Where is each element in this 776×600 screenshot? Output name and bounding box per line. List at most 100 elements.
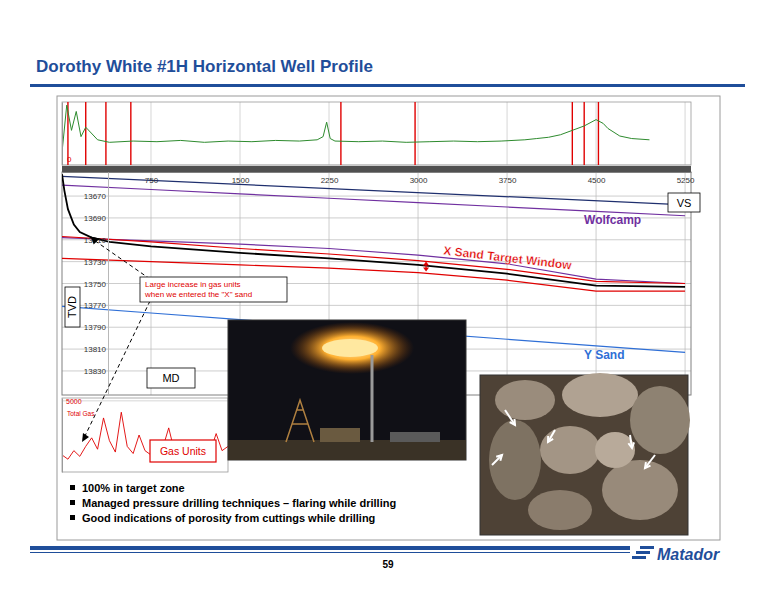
series-line [62, 258, 685, 291]
pointer-arrowhead [548, 436, 553, 442]
y-axis-line [62, 103, 63, 166]
cuttings-photo [480, 373, 690, 535]
cutting [495, 380, 555, 420]
pointer-arrow [645, 455, 655, 468]
slide: Dorothy White #1H Horizontal Well Profil… [0, 0, 776, 600]
callout-arrow [95, 241, 150, 279]
window-label: X Sand Target Window [443, 244, 573, 273]
cutting [595, 432, 635, 468]
tick: 13730 [84, 258, 108, 267]
tick: 13670 [84, 192, 108, 201]
tick: 13790 [84, 323, 108, 332]
callout-arrowhead [91, 237, 100, 245]
md-label: MD [162, 372, 179, 384]
tick-label: 13690 [84, 214, 107, 223]
md-box [147, 368, 195, 388]
tick: 13710 [84, 236, 108, 245]
y-axis-line [62, 399, 63, 473]
flare-core [322, 339, 378, 357]
grid-line [240, 102, 241, 165]
track-background [62, 398, 228, 472]
event-line [572, 102, 573, 165]
grid-line [62, 196, 691, 197]
photo-frame [228, 320, 466, 460]
series-line [62, 105, 649, 152]
y-label: TVD [66, 296, 78, 318]
y-axis: 0 [62, 103, 72, 166]
grid [62, 172, 691, 395]
logo-text: Matador [657, 546, 720, 563]
tick-label: 5250 [677, 176, 695, 185]
callout-arrowhead [82, 433, 89, 442]
x-label: VS [677, 197, 692, 209]
page-number: 59 [382, 559, 394, 570]
tick-label: 2250 [321, 176, 339, 185]
tick: 3750 [499, 172, 517, 185]
tick-label: 13790 [84, 323, 107, 332]
callout-text: Large increase in gas units [145, 280, 241, 289]
tick-label: 4500 [588, 176, 606, 185]
window-arrowhead [423, 262, 429, 266]
tick: 5250 [677, 172, 695, 185]
series-group [62, 102, 649, 165]
gas-track: 0 [62, 102, 691, 166]
callout-arrow [84, 301, 150, 438]
pointer-arrowhead [510, 419, 515, 425]
tick: 13770 [84, 301, 108, 310]
y-axis: 1367013690137101373013750137701379013810… [84, 173, 109, 396]
plot-background [62, 172, 691, 395]
cutting [602, 460, 678, 520]
series-line [62, 412, 228, 459]
bullet-marker [70, 500, 75, 505]
series-label: Total Gas [67, 410, 95, 417]
bullet-text: Managed pressure drilling techniques – f… [82, 497, 396, 509]
pointer-arrow [505, 410, 515, 425]
event-line [414, 102, 415, 165]
y-axis-line [108, 173, 109, 396]
y-axis: 5000 [62, 398, 82, 473]
pointer-arrow [548, 430, 555, 442]
gas-units-box [150, 440, 216, 462]
tick: 4500 [588, 172, 606, 185]
equipment [320, 428, 360, 442]
tick-label: 5000 [66, 398, 82, 405]
logo: Matador [632, 546, 720, 563]
logo-stripe [636, 551, 650, 554]
tick: 1500 [232, 172, 250, 185]
x-axis-line [63, 172, 692, 173]
gas-units-label: Gas Units [160, 445, 206, 457]
logo-stripe [632, 556, 646, 559]
series-group [62, 412, 228, 459]
tick: 0 [62, 155, 72, 165]
tick: 13750 [84, 280, 108, 289]
title-rule [30, 84, 745, 87]
window-arrowhead [423, 268, 429, 272]
tick: 13690 [84, 214, 108, 223]
title: Dorothy White #1H Horizontal Well Profil… [36, 57, 373, 76]
callout-text: when we entered the "X" sand [144, 290, 252, 299]
footer-rule-thin [30, 552, 630, 553]
event-line [130, 102, 131, 165]
panel-frame [57, 96, 720, 540]
cutting [630, 386, 690, 454]
main-chart: 7501500225030003750450052501367013690137… [62, 166, 695, 396]
grid-line [62, 305, 691, 306]
track-frame [62, 102, 691, 165]
rig [286, 400, 314, 442]
bullet-marker [70, 485, 75, 490]
cutting [528, 490, 592, 530]
pointer-arrowhead [628, 442, 634, 448]
grid-line [62, 239, 691, 240]
background [0, 0, 776, 600]
tick-label: 3000 [410, 176, 428, 185]
tick-label: 0 [67, 155, 72, 164]
pointer-arrowhead [496, 455, 502, 461]
tick-label: 13770 [84, 301, 107, 310]
track-frame [62, 398, 228, 472]
cutting [540, 426, 600, 474]
grid-line [418, 102, 419, 165]
tick-label: 13710 [84, 236, 107, 245]
equipment [390, 432, 440, 442]
event-line [340, 102, 341, 165]
grid-line [507, 102, 508, 165]
